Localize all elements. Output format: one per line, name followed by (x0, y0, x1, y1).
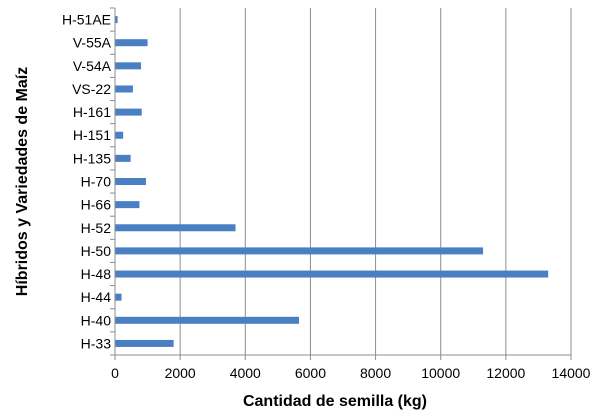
bar (115, 339, 174, 347)
bar (115, 108, 142, 116)
y-tick-label: H-135 (73, 150, 111, 166)
y-tick-label: V-55A (73, 35, 112, 51)
x-tick-label: 10000 (421, 365, 460, 381)
bar (115, 316, 300, 324)
bar (115, 39, 148, 47)
axes (110, 7, 572, 360)
bar (115, 201, 140, 209)
bar (115, 247, 484, 255)
x-tick-label: 12000 (486, 365, 525, 381)
x-axis-title: Cantidad de semilla (kg) (243, 393, 427, 410)
y-axis-title: Híbridos y Variedades de Maíz (14, 67, 31, 296)
x-tick-label: 6000 (295, 365, 326, 381)
bar (115, 224, 236, 232)
y-tick-label: H-50 (81, 243, 112, 259)
x-tick-label: 0 (111, 365, 119, 381)
bar (115, 16, 118, 24)
y-tick-label: VS-22 (72, 81, 111, 97)
bar (115, 62, 142, 70)
y-tick-label: H-51AE (62, 12, 111, 28)
y-tick-label: V-54A (73, 58, 112, 74)
bar (115, 131, 124, 139)
y-tick-label: H-66 (81, 197, 112, 213)
y-tick-label: H-48 (81, 266, 112, 282)
y-tick-label: H-161 (73, 104, 111, 120)
y-tick-label: H-44 (81, 289, 112, 305)
bar (115, 270, 549, 278)
y-tick-label: H-52 (81, 220, 112, 236)
x-tick-label: 8000 (360, 365, 391, 381)
y-tick-label: H-40 (81, 312, 112, 328)
bar (115, 85, 133, 93)
gridlines (179, 8, 572, 355)
x-tick-label: 14000 (552, 365, 591, 381)
bars (115, 16, 549, 347)
y-tick-label: H-33 (81, 335, 112, 351)
y-tick-label: H-151 (73, 127, 111, 143)
x-tick-label: 4000 (230, 365, 261, 381)
bar (115, 293, 122, 301)
tick-labels: 0 2000 4000 6000 8000 10000 12000 14000 H-51AE V-… (62, 12, 591, 381)
y-tick-label: H-70 (81, 174, 112, 190)
bar (115, 154, 131, 162)
bar (115, 178, 146, 185)
x-tick-label: 2000 (165, 365, 196, 381)
